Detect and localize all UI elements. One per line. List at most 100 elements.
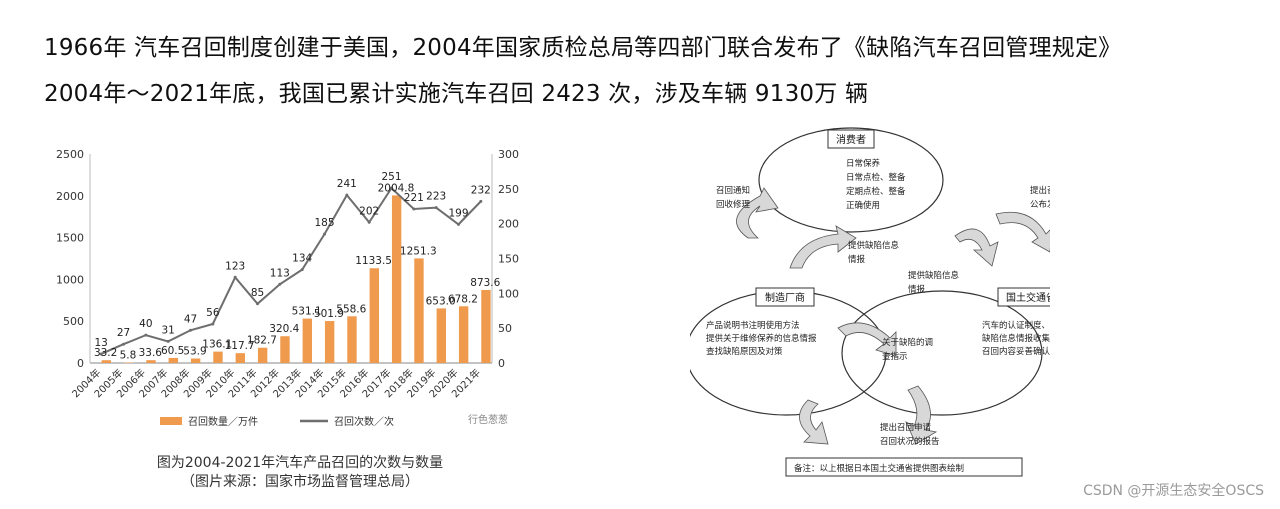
line-value-label: 27 [117, 327, 130, 339]
manufacturer-node [755, 287, 815, 307]
line-point [479, 199, 483, 203]
diagram-note-box [785, 457, 1023, 477]
bar-value-label: 678.2 [448, 293, 478, 305]
bar [168, 357, 178, 363]
line-value-label: 31 [161, 324, 174, 336]
arrow-text-mid-2: 查指示 [882, 351, 908, 362]
y-tick-right: 100 [498, 287, 519, 300]
ministry-ellipse [841, 290, 1043, 416]
consumer-text-4: 正确使用 [846, 200, 880, 211]
manufacturer-text-2: 提供关于维修保养的信息情报 [706, 333, 817, 344]
line-point [300, 268, 304, 272]
consumer-node [827, 129, 875, 149]
bar [414, 258, 424, 363]
bar [324, 321, 335, 363]
line-value-label: 134 [292, 253, 312, 265]
line-point [390, 186, 393, 190]
y-tick-left: 1000 [56, 273, 84, 286]
arrow-left-top [736, 187, 779, 239]
line-point [345, 193, 349, 197]
line-value-label: 113 [270, 267, 290, 279]
line-value-label: 241 [337, 178, 357, 190]
y-tick-right: 50 [498, 322, 512, 335]
line-series [99, 186, 483, 356]
bar [391, 195, 402, 363]
y-tick-left: 0 [77, 357, 84, 370]
diagram-note: 备注：以上根据日本国土交通省提供图表绘制 [794, 463, 964, 474]
bar [458, 306, 469, 363]
legend-line-label: 召回次数／次 [334, 415, 394, 428]
bar-value-label: 60.5 [161, 345, 184, 357]
ministry-text-1: 汽车的认证制度、检查登记制度 [982, 320, 1050, 331]
bar-value-label: 1251.3 [400, 245, 437, 257]
bar [257, 347, 268, 363]
bar [481, 289, 491, 363]
bar-value-label: 320.4 [269, 323, 299, 335]
line-value-label: 185 [314, 217, 334, 229]
consumer-ellipse [758, 127, 944, 233]
bar-value-label: 53.9 [183, 345, 206, 357]
y-tick-right: 200 [498, 218, 519, 231]
bar-value-label: 136.1 [202, 339, 232, 351]
manufacturer-text-1: 产品说明书注明使用方法 [706, 320, 800, 331]
line-value-label: 221 [404, 192, 424, 204]
bar [235, 353, 245, 363]
line-path [100, 186, 482, 355]
chart-caption: 图为2004-2021年汽车产品召回的次数与数量 [156, 455, 444, 471]
line-point [457, 222, 460, 226]
chart-watermark: 行色葱葱 [468, 413, 508, 426]
arrow-bottom-right [905, 385, 938, 445]
line-point [144, 333, 148, 337]
line-point [256, 302, 259, 306]
bar-value-label: 5.8 [120, 350, 137, 362]
ministry-label: 国土交通省 [1006, 291, 1050, 304]
ministry-text-2: 缺陷信息情报收集、分析 [982, 333, 1050, 344]
bar [146, 360, 156, 363]
line-point [412, 207, 416, 211]
recall-flow-diagram: 消费者 制造厂商 国土交通省 日常保养 日常点检、整备 定期点检、整备 正确使用… [690, 127, 1050, 477]
y-tick-right: 250 [498, 183, 519, 196]
arrow-center-mid [837, 322, 897, 357]
line-point [323, 232, 326, 236]
arrow-text-cr-1: 提供缺陷信息 [908, 270, 960, 281]
arrow-text-up-1: 提供缺陷信息 [848, 240, 900, 251]
line-value-label: 202 [359, 205, 379, 217]
bar-value-label: 653.0 [426, 295, 456, 307]
arrow-text-mid-1: 关于缺陷的调 [882, 337, 933, 348]
bar-value-label: 558.6 [336, 303, 366, 315]
line-point [166, 339, 170, 343]
y-tick-right: 0 [498, 357, 505, 370]
line-value-label: 123 [225, 260, 245, 272]
line-value-label: 40 [139, 318, 152, 330]
bar [347, 316, 357, 363]
line-point [367, 220, 371, 224]
legend-bar-swatch [160, 417, 182, 425]
line-point [434, 206, 438, 210]
headline-line-1: 1966年 汽车召回制度创建于美国，2004年国家质检总局等四部门联合发布了《缺… [44, 35, 1122, 61]
arrow-center-up [789, 225, 857, 269]
bar-value-label: 1133.5 [355, 255, 392, 267]
bar [190, 358, 201, 363]
bar-value-label: 33.2 [94, 347, 117, 359]
consumer-text-2: 日常点检、整备 [846, 172, 906, 183]
bar [280, 336, 290, 363]
line-point [189, 328, 192, 332]
line-point [99, 352, 103, 356]
y-tick-right: 300 [498, 148, 519, 161]
bar [436, 308, 446, 363]
ministry-node [997, 287, 1050, 307]
line-value-label: 13 [94, 337, 107, 349]
line-value-label: 85 [251, 287, 264, 299]
line-value-label: 223 [426, 191, 446, 203]
consumer-text-1: 日常保养 [846, 158, 881, 169]
line-value-label: 232 [471, 184, 491, 196]
line-point [122, 342, 125, 346]
arrow-text-cr-2: 情报 [908, 284, 926, 295]
consumer-label: 消费者 [836, 133, 866, 146]
bar-value-label: 501.9 [314, 308, 344, 320]
arrow-text-left-1: 召回通知 [716, 185, 750, 196]
y-tick-left: 2000 [56, 190, 84, 203]
bar-series [101, 195, 491, 363]
bar-value-label: 33.6 [139, 347, 163, 359]
